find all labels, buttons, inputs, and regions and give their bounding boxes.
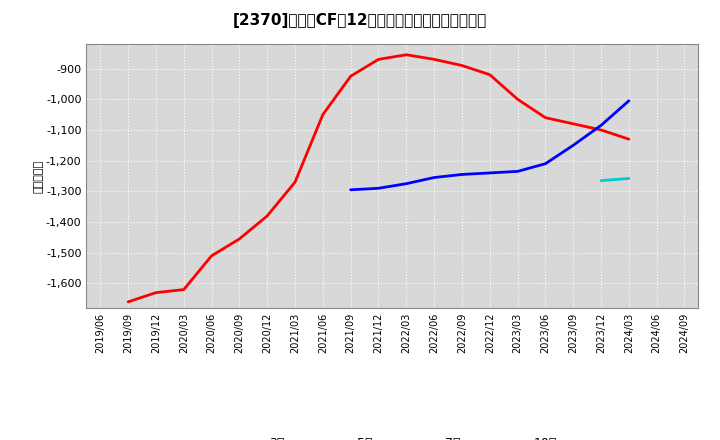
Text: [2370]　営業CFだ12か月移動合計の平均値の推移: [2370] 営業CFだ12か月移動合計の平均値の推移 (233, 13, 487, 28)
Y-axis label: （百万円）: （百万円） (33, 159, 43, 193)
Legend: 3年, 5年, 7年, 10年: 3年, 5年, 7年, 10年 (223, 432, 562, 440)
